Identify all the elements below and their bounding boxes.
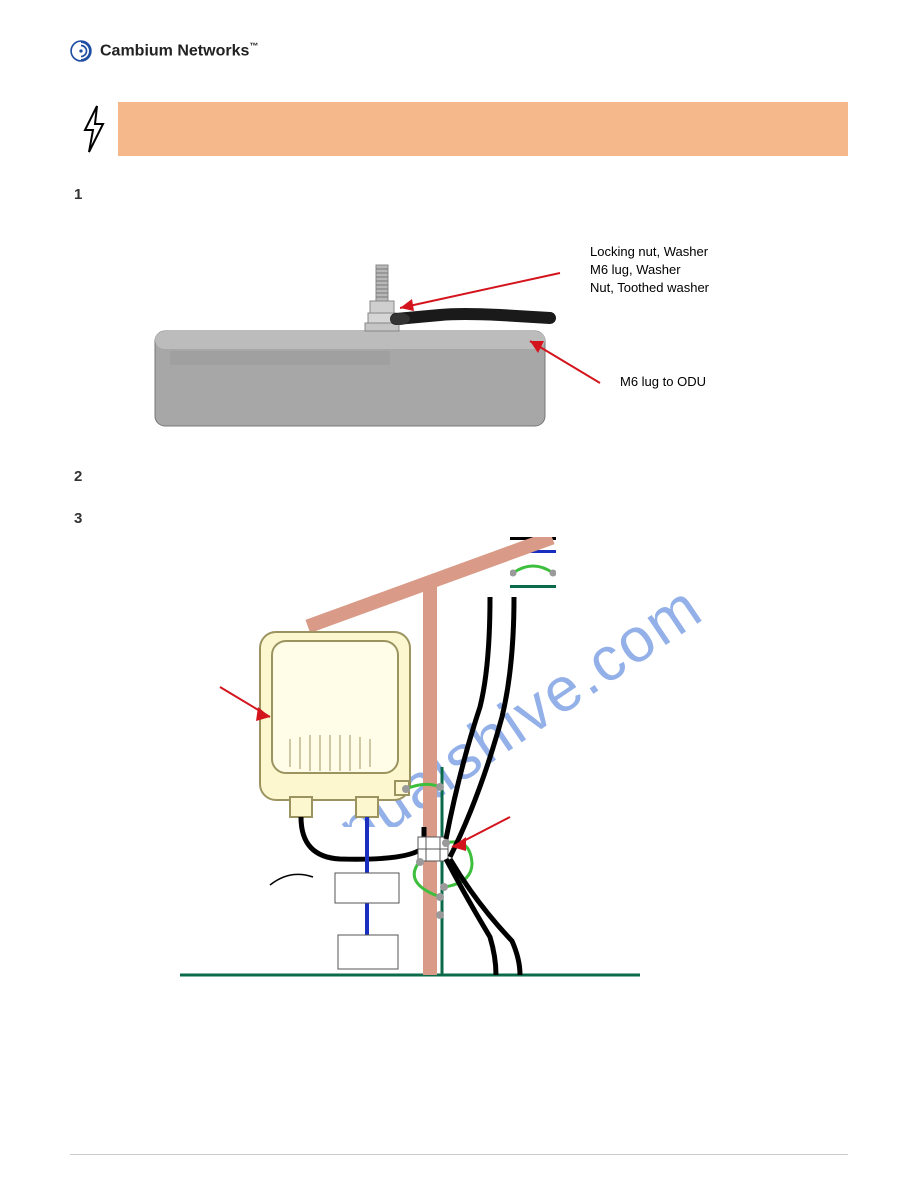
step-1-number: 1: [74, 186, 102, 203]
lightning-icon: [70, 102, 118, 156]
brand-logo-icon: [70, 40, 92, 62]
page-header: Cambium Networks™: [70, 40, 848, 62]
brand-text: Cambium Networks™: [100, 41, 258, 60]
step-3: 3: [74, 510, 848, 527]
page-footer: [70, 1154, 848, 1163]
step-3-number: 3: [74, 510, 102, 527]
step-2-number: 2: [74, 468, 102, 485]
callout-row: [70, 102, 848, 156]
callout-bar: [118, 102, 848, 156]
fig1-label-lug: M6 lug to ODU: [620, 373, 706, 391]
install-diagram: [140, 537, 660, 997]
figure-1: Locking nut, Washer M6 lug, Washer Nut, …: [100, 223, 848, 443]
fig1-label-stack: Locking nut, Washer M6 lug, Washer Nut, …: [590, 243, 709, 298]
step-1: 1: [74, 186, 848, 203]
step-2: 2: [74, 468, 848, 485]
